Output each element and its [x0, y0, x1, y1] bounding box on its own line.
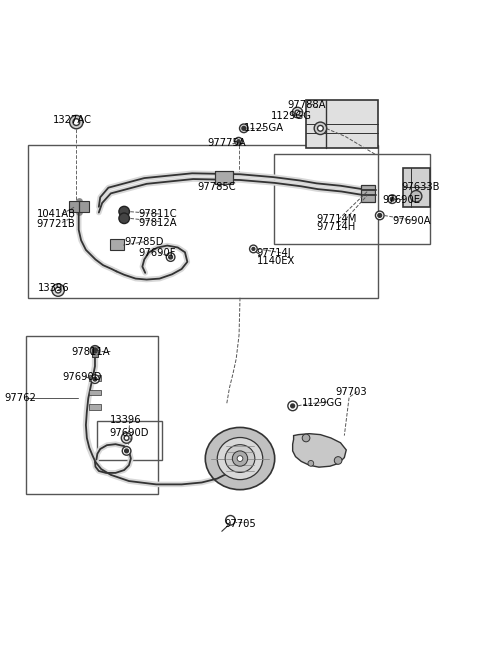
Text: 97788A: 97788A	[288, 100, 326, 110]
Text: 13396: 13396	[38, 283, 70, 293]
Text: 1129GG: 1129GG	[271, 111, 312, 121]
Circle shape	[90, 346, 100, 355]
Text: 97690F: 97690F	[139, 248, 176, 258]
Ellipse shape	[217, 437, 263, 480]
Circle shape	[314, 122, 326, 135]
Circle shape	[235, 137, 242, 145]
Circle shape	[288, 401, 298, 411]
Circle shape	[93, 348, 97, 353]
Text: 97633B: 97633B	[402, 182, 440, 191]
Circle shape	[52, 284, 64, 296]
Bar	[110, 240, 124, 250]
Circle shape	[334, 456, 342, 464]
Circle shape	[390, 197, 394, 201]
Circle shape	[237, 140, 240, 143]
Text: 97705: 97705	[225, 519, 256, 529]
Text: 97714M: 97714M	[317, 214, 357, 224]
Circle shape	[73, 118, 80, 126]
Circle shape	[250, 245, 257, 253]
Text: 97811A: 97811A	[72, 347, 110, 357]
Text: 97721B: 97721B	[36, 219, 75, 229]
Bar	[215, 171, 233, 184]
Bar	[306, 100, 378, 148]
Text: 97812A: 97812A	[139, 217, 177, 228]
Circle shape	[70, 115, 83, 129]
Text: 1125GA: 1125GA	[244, 123, 284, 133]
Text: 97690D: 97690D	[110, 428, 149, 437]
Circle shape	[226, 516, 235, 525]
Bar	[89, 404, 101, 409]
Circle shape	[121, 433, 132, 443]
Text: 1129GG: 1129GG	[302, 398, 343, 408]
Text: 97690A: 97690A	[392, 216, 431, 226]
Circle shape	[168, 255, 172, 259]
Text: 1041AB: 1041AB	[36, 209, 75, 219]
Text: 97811C: 97811C	[139, 209, 177, 219]
Text: 97762: 97762	[4, 393, 36, 403]
Bar	[97, 421, 162, 460]
Circle shape	[318, 126, 323, 132]
Text: 97703: 97703	[336, 387, 367, 396]
Circle shape	[122, 447, 131, 455]
Circle shape	[292, 107, 303, 118]
Circle shape	[291, 404, 295, 408]
Circle shape	[55, 287, 61, 293]
Bar	[69, 201, 89, 212]
Circle shape	[388, 195, 396, 204]
Bar	[28, 145, 378, 298]
Circle shape	[166, 253, 175, 261]
Circle shape	[232, 451, 248, 466]
Bar	[89, 390, 101, 395]
Circle shape	[91, 375, 99, 383]
Ellipse shape	[205, 428, 275, 490]
Circle shape	[410, 191, 422, 202]
Bar	[89, 375, 101, 381]
Bar	[360, 186, 375, 202]
Circle shape	[242, 126, 246, 130]
Circle shape	[302, 434, 310, 442]
Circle shape	[237, 456, 243, 462]
Circle shape	[125, 449, 129, 453]
Text: 97775A: 97775A	[207, 137, 246, 148]
Bar	[403, 167, 430, 207]
Text: 97714H: 97714H	[317, 223, 356, 232]
Circle shape	[252, 247, 255, 251]
Text: 13396: 13396	[110, 415, 142, 425]
Circle shape	[240, 124, 248, 133]
Circle shape	[375, 211, 384, 220]
Circle shape	[124, 436, 129, 440]
Circle shape	[119, 206, 130, 217]
Circle shape	[308, 460, 314, 466]
Bar	[25, 336, 157, 494]
Text: 97690D: 97690D	[62, 372, 101, 381]
Circle shape	[119, 213, 130, 223]
Text: 97785C: 97785C	[197, 182, 236, 191]
Polygon shape	[293, 434, 346, 467]
Text: 97714J: 97714J	[257, 248, 291, 258]
Circle shape	[378, 214, 382, 217]
Bar	[275, 154, 431, 244]
Text: 1140EX: 1140EX	[257, 256, 295, 266]
Ellipse shape	[225, 445, 255, 473]
Text: 1327AC: 1327AC	[52, 115, 91, 125]
Bar	[92, 350, 98, 357]
Text: 97785D: 97785D	[124, 237, 164, 247]
Circle shape	[295, 110, 300, 115]
Circle shape	[93, 377, 97, 381]
Text: 97690E: 97690E	[383, 195, 420, 205]
